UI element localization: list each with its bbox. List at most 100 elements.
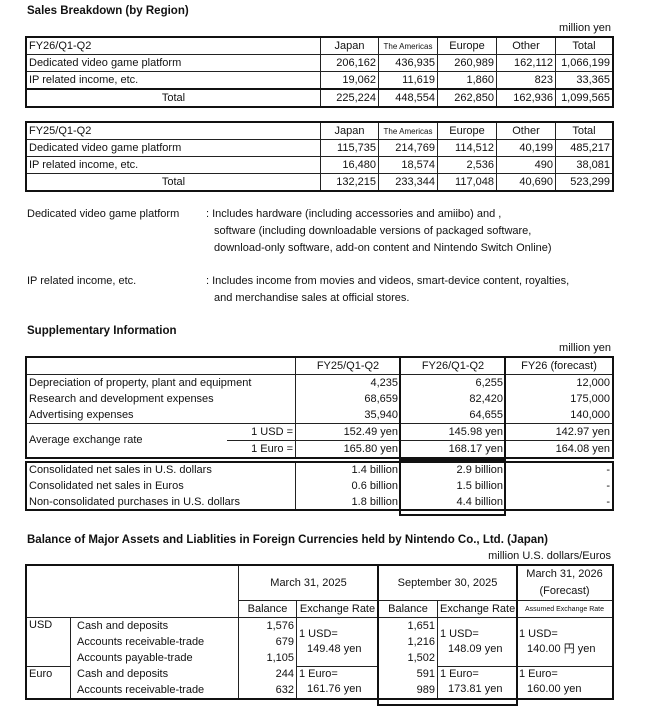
column-header: Other xyxy=(496,37,556,55)
cell-value: 1.4 billion xyxy=(295,462,401,478)
row-label: Depreciation of property, plant and equi… xyxy=(26,374,296,391)
balance-table: March 31, 2025 September 30, 2025 March 3… xyxy=(25,564,614,700)
rate-value: 149.48 yen xyxy=(307,642,362,655)
note-term: IP related income, etc. xyxy=(27,275,137,287)
row-label: Consolidated net sales in Euros xyxy=(26,478,296,494)
exchange-rate: 1 Euro= 161.76 yen xyxy=(296,665,379,699)
table-header: March 31, 2025 September 30, 2025 March 3… xyxy=(26,565,613,618)
period-header-forecast: March 31, 2026 (Forecast) xyxy=(516,565,613,601)
column-header: Europe xyxy=(437,122,497,140)
cell-value: 448,554 xyxy=(378,88,438,107)
balance-value: 679 xyxy=(238,634,297,650)
item-label: Accounts receivable-trade xyxy=(70,634,239,650)
row-label: Total xyxy=(26,173,321,191)
table-row: 1 Euro = 165.80 yen 168.17 yen 164.08 yen xyxy=(27,440,613,458)
row-label: Dedicated video game platform xyxy=(26,54,321,72)
cell-value: 436,935 xyxy=(378,54,438,72)
table-row: Dedicated video game platform 115,735 214,… xyxy=(26,139,613,157)
item-label: Cash and deposits xyxy=(70,666,239,682)
cell-value: 1,860 xyxy=(437,71,497,90)
rate-unit: 1 Euro= xyxy=(299,667,338,680)
note-line: software (including downloadable version… xyxy=(214,225,532,237)
balance-unit: million U.S. dollars/Euros xyxy=(488,550,611,562)
exchange-rate: 1 USD= 149.48 yen xyxy=(296,617,379,667)
supp-table-2: Consolidated net sales in U.S. dollars 1.… xyxy=(25,461,614,511)
column-header: Japan xyxy=(320,37,379,55)
rate-value: 148.09 yen xyxy=(448,642,503,655)
table-row: Depreciation of property, plant and equi… xyxy=(26,374,613,391)
cell-value: 16,480 xyxy=(320,156,379,174)
table-row: Accounts receivable-trade 679 1,216 xyxy=(27,634,613,650)
cell-value: 152.49 yen xyxy=(295,423,401,441)
balance-value: 632 xyxy=(238,682,297,698)
cell-value: 225,224 xyxy=(320,88,379,107)
column-header: Balance xyxy=(378,600,438,618)
cell-value: 68,659 xyxy=(295,391,401,407)
rate-unit: 1 USD= xyxy=(299,627,338,640)
cell-value: 64,655 xyxy=(400,407,506,424)
cell-value: 132,215 xyxy=(320,173,379,191)
item-label: Accounts receivable-trade xyxy=(70,682,239,698)
table-row: Dedicated video game platform 206,162 436,… xyxy=(26,54,613,72)
cell-value: 35,940 xyxy=(295,407,401,424)
cell-value: 40,199 xyxy=(496,139,556,157)
column-header: FY26 (forecast) xyxy=(505,357,613,375)
currency-label: Euro xyxy=(26,665,71,699)
cell-value: 485,217 xyxy=(555,139,613,157)
table-subheader: Balance Exchange Rate Balance Exchange Rate… xyxy=(27,600,613,618)
item-label: Cash and deposits xyxy=(70,617,239,634)
cell-value: 1,066,199 xyxy=(555,54,613,72)
table-row: Total 225,224 448,554 262,850 162,936 1,099,5… xyxy=(26,88,613,107)
row-label: IP related income, etc. xyxy=(26,156,321,174)
cell-value: 4.4 billion xyxy=(400,494,506,510)
rate-unit: 1 Euro= xyxy=(519,667,558,680)
cell-value: 823 xyxy=(496,71,556,90)
note-line: download-only software, add-on content a… xyxy=(214,242,552,254)
supp-table: FY25/Q1-Q2 FY26/Q1-Q2 FY26 (forecast) Depre… xyxy=(25,356,614,459)
table-row: Consolidated net sales in U.S. dollars 1.… xyxy=(26,462,613,478)
row-label: Dedicated video game platform xyxy=(26,139,321,157)
table-row: Advertising expenses 35,940 64,655 140,000 xyxy=(26,407,613,424)
column-header: Total xyxy=(555,122,613,140)
cell-value: 490 xyxy=(496,156,556,174)
note-line: and merchandise sales at official stores… xyxy=(214,292,410,304)
balance-value: 244 xyxy=(238,666,297,682)
assumed-exchange-rate: 1 USD= 140.00 円 yen xyxy=(516,617,613,667)
cell-value: 260,989 xyxy=(437,54,497,72)
sales-table: FY26/Q1-Q2 Japan The Americas Europe Other To… xyxy=(25,36,614,108)
table-row: Average exchange rate 1 USD = 152.49 yen 14… xyxy=(26,423,613,458)
table-row: Total 132,215 233,344 117,048 40,690 523,299 xyxy=(26,173,613,191)
cell-value: 117,048 xyxy=(437,173,497,191)
row-label: Advertising expenses xyxy=(26,407,296,424)
cell-value: 162,112 xyxy=(496,54,556,72)
balance-value: 1,576 xyxy=(238,617,297,634)
table-header: FY26/Q1-Q2 Japan The Americas Europe Other To… xyxy=(26,37,613,55)
period-label: FY26/Q1-Q2 xyxy=(26,37,321,55)
column-header: Total xyxy=(555,37,613,55)
cell-value: 233,344 xyxy=(378,173,438,191)
cell-value: 168.17 yen xyxy=(400,440,506,458)
table-row: Consolidated net sales in Euros 0.6 billi… xyxy=(26,478,613,494)
balance-title: Balance of Major Assets and Liablities i… xyxy=(27,534,548,546)
cell-value: 4,235 xyxy=(295,374,401,391)
cell-value: 206,162 xyxy=(320,54,379,72)
column-header: Europe xyxy=(437,37,497,55)
cell-value: 40,690 xyxy=(496,173,556,191)
column-header: The Americas xyxy=(378,122,438,140)
cell-value: 114,512 xyxy=(437,139,497,157)
cell-value: 12,000 xyxy=(505,374,613,391)
cell-value: 0.6 billion xyxy=(295,478,401,494)
cell-value: 175,000 xyxy=(505,391,613,407)
column-header: The Americas xyxy=(378,37,438,55)
cell-value: 523,299 xyxy=(555,173,613,191)
cell-value: 18,574 xyxy=(378,156,438,174)
row-label: IP related income, etc. xyxy=(26,71,321,90)
balance-value: 1,651 xyxy=(378,617,438,634)
table-header: FY25/Q1-Q2 FY26/Q1-Q2 FY26 (forecast) xyxy=(26,357,613,375)
cell-value: 1,099,565 xyxy=(555,88,613,107)
column-header: Japan xyxy=(320,122,379,140)
table-row: Euro Cash and deposits 244 1 Euro= 161.76 ye… xyxy=(26,665,613,699)
table-row: Research and development expenses 68,659 8… xyxy=(26,391,613,407)
cell-value: 165.80 yen xyxy=(295,440,401,458)
cell-value: 262,850 xyxy=(437,88,497,107)
